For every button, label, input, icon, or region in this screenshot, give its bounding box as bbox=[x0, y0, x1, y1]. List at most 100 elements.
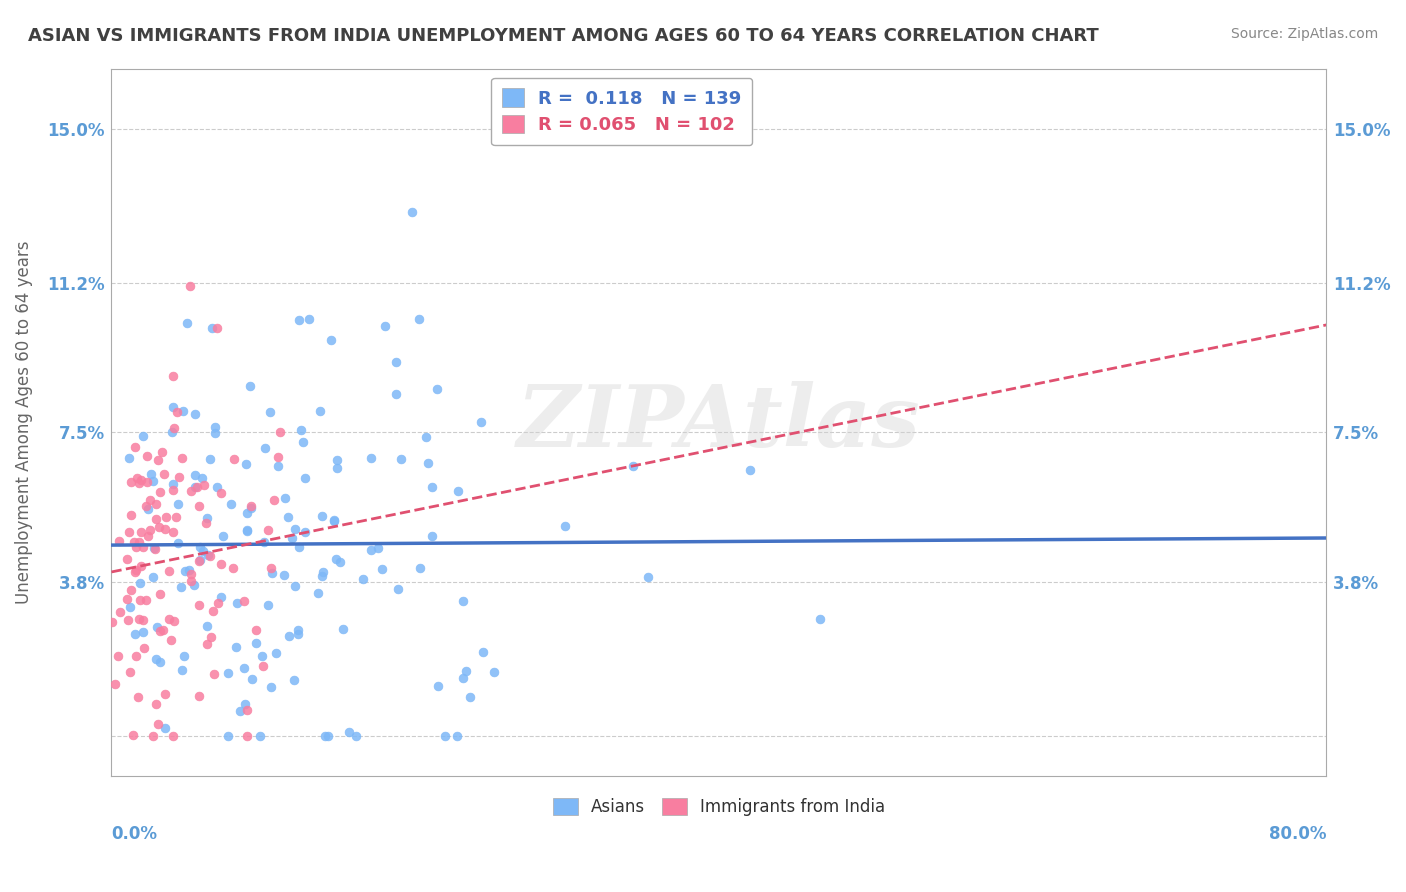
Immigrants from India bbox=[209, 486, 232, 500]
Immigrants from India bbox=[224, 452, 246, 467]
Immigrants from India bbox=[138, 524, 160, 538]
Asians bbox=[236, 506, 259, 520]
Asians bbox=[287, 623, 309, 637]
Asians bbox=[232, 661, 254, 675]
Asians bbox=[316, 729, 339, 743]
Immigrants from India bbox=[239, 499, 262, 513]
Immigrants from India bbox=[187, 689, 209, 703]
Asians bbox=[188, 540, 211, 554]
Immigrants from India bbox=[129, 524, 152, 539]
Asians bbox=[260, 566, 283, 580]
Asians bbox=[637, 569, 659, 583]
Immigrants from India bbox=[209, 558, 232, 572]
Asians bbox=[184, 467, 207, 482]
Immigrants from India bbox=[153, 687, 176, 701]
Immigrants from India bbox=[200, 631, 222, 645]
Asians bbox=[389, 451, 412, 466]
Immigrants from India bbox=[198, 549, 221, 563]
Asians bbox=[167, 536, 190, 550]
Immigrants from India bbox=[180, 483, 202, 498]
Asians bbox=[314, 729, 336, 743]
Immigrants from India bbox=[149, 586, 172, 600]
Asians bbox=[420, 529, 443, 543]
Asians bbox=[149, 655, 172, 669]
Immigrants from India bbox=[266, 450, 288, 464]
Asians bbox=[326, 453, 349, 467]
Immigrants from India bbox=[135, 475, 157, 489]
Immigrants from India bbox=[128, 476, 150, 491]
Immigrants from India bbox=[115, 552, 138, 566]
Immigrants from India bbox=[163, 614, 186, 628]
Asians bbox=[311, 509, 333, 524]
Immigrants from India bbox=[148, 520, 170, 534]
Asians bbox=[256, 598, 278, 612]
Asians bbox=[217, 729, 239, 743]
Immigrants from India bbox=[127, 690, 149, 704]
Asians bbox=[311, 568, 333, 582]
Immigrants from India bbox=[124, 440, 146, 454]
Text: 0.0%: 0.0% bbox=[111, 825, 157, 843]
Asians bbox=[458, 690, 481, 705]
Asians bbox=[416, 457, 439, 471]
Asians bbox=[195, 619, 218, 633]
Asians bbox=[118, 451, 141, 466]
Immigrants from India bbox=[104, 677, 127, 691]
Asians bbox=[204, 425, 226, 440]
Asians bbox=[166, 497, 188, 511]
Immigrants from India bbox=[122, 534, 145, 549]
Asians bbox=[283, 673, 305, 687]
Asians bbox=[200, 320, 222, 334]
Text: Source: ZipAtlas.com: Source: ZipAtlas.com bbox=[1230, 27, 1378, 41]
Asians bbox=[191, 544, 214, 558]
Asians bbox=[132, 624, 155, 639]
Asians bbox=[170, 663, 193, 677]
Immigrants from India bbox=[149, 485, 172, 500]
Asians bbox=[233, 697, 256, 711]
Immigrants from India bbox=[143, 542, 166, 557]
Asians bbox=[212, 529, 235, 543]
Asians bbox=[264, 646, 287, 660]
Asians bbox=[385, 387, 408, 401]
Immigrants from India bbox=[128, 612, 150, 626]
Asians bbox=[367, 541, 389, 556]
Asians bbox=[322, 514, 344, 528]
Immigrants from India bbox=[165, 509, 187, 524]
Asians bbox=[155, 721, 177, 735]
Asians bbox=[138, 502, 160, 516]
Asians bbox=[143, 541, 166, 555]
Asians bbox=[142, 570, 165, 584]
Asians bbox=[128, 576, 150, 591]
Asians bbox=[142, 475, 165, 489]
Immigrants from India bbox=[153, 467, 176, 481]
Immigrants from India bbox=[207, 596, 229, 610]
Asians bbox=[426, 383, 449, 397]
Immigrants from India bbox=[131, 473, 153, 487]
Immigrants from India bbox=[159, 632, 181, 647]
Asians bbox=[260, 680, 283, 694]
Immigrants from India bbox=[129, 592, 152, 607]
Asians bbox=[294, 470, 316, 484]
Immigrants from India bbox=[128, 535, 150, 549]
Asians bbox=[470, 415, 492, 429]
Asians bbox=[183, 407, 205, 421]
Asians bbox=[319, 334, 342, 348]
Asians bbox=[294, 525, 316, 540]
Asians bbox=[808, 612, 831, 626]
Asians bbox=[162, 401, 184, 415]
Asians bbox=[217, 666, 239, 681]
Asians bbox=[292, 434, 315, 449]
Asians bbox=[453, 672, 475, 686]
Immigrants from India bbox=[155, 510, 177, 524]
Asians bbox=[332, 622, 354, 636]
Immigrants from India bbox=[138, 492, 160, 507]
Asians bbox=[145, 652, 167, 666]
Immigrants from India bbox=[162, 525, 184, 540]
Asians bbox=[420, 480, 443, 494]
Asians bbox=[219, 497, 242, 511]
Immigrants from India bbox=[132, 540, 155, 554]
Asians bbox=[141, 467, 163, 481]
Asians bbox=[198, 452, 221, 467]
Asians bbox=[309, 403, 332, 417]
Asians bbox=[145, 620, 167, 634]
Immigrants from India bbox=[157, 564, 180, 578]
